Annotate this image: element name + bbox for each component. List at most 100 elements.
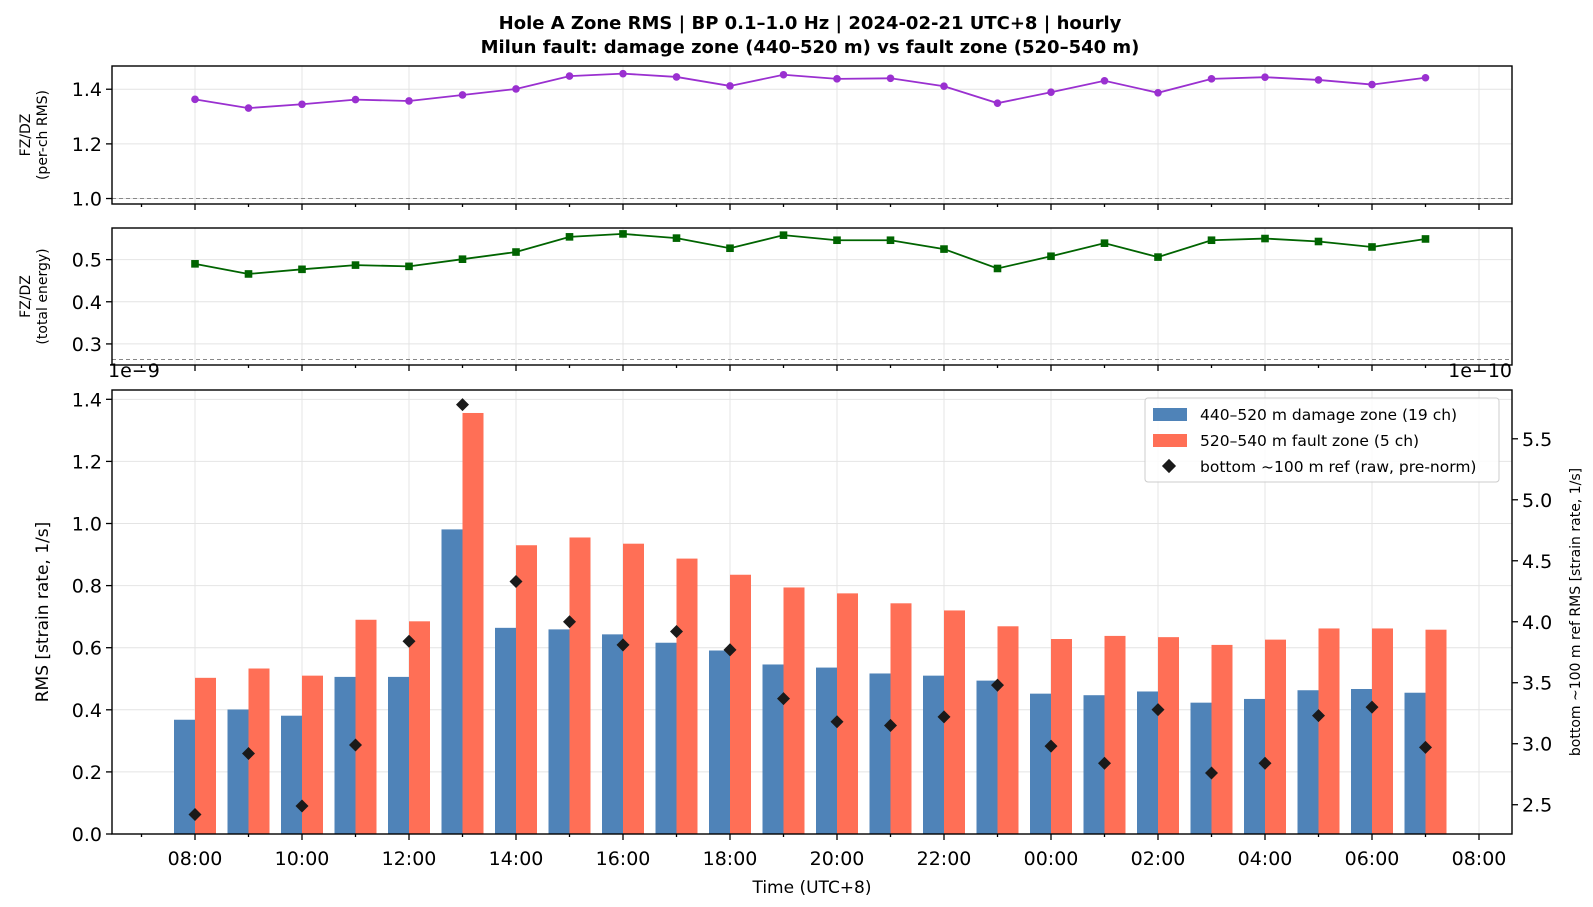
bar-damage-zone: [281, 715, 302, 834]
bar-fault-zone: [248, 668, 270, 834]
data-point: [886, 74, 895, 83]
bar-fault-zone: [462, 412, 484, 834]
data-point: [940, 245, 948, 253]
reference-point: [1151, 703, 1165, 717]
bar-damage-zone: [227, 709, 249, 834]
panel3-bars: [174, 412, 1447, 834]
data-point: [619, 230, 627, 238]
reference-point: [1097, 756, 1112, 770]
data-point: [244, 104, 253, 112]
reference-point: [990, 678, 1005, 692]
figure-title-line1: Hole A Zone RMS | BP 0.1–1.0 Hz | 2024-0…: [499, 13, 1122, 34]
legend-label-damage-zone: 440–520 m damage zone (19 ch): [1200, 406, 1457, 424]
data-point: [1261, 234, 1269, 243]
y-tick-label: 1.2: [72, 134, 102, 156]
data-point: [993, 99, 1002, 107]
panel3-frame: [111, 389, 1513, 835]
data-point: [779, 70, 788, 79]
x-tick-label: 08:00: [168, 848, 223, 870]
data-point: [1314, 76, 1323, 84]
x-tick-label: 08:00: [1452, 848, 1507, 870]
legend-label-fault-zone: 520–540 m fault zone (5 ch): [1200, 432, 1419, 450]
y2-tick-label: 5.5: [1522, 429, 1552, 451]
reference-point: [1044, 739, 1058, 753]
data-point: [298, 265, 306, 274]
data-point: [940, 82, 948, 91]
y-tick-label: 0.3: [72, 334, 102, 356]
y-tick-label: 1.4: [72, 389, 102, 411]
panel2-ylabel-line1: FZ/DZ: [18, 275, 34, 318]
panel1-ylabel-line2: (per-ch RMS): [35, 90, 51, 180]
reference-point: [241, 746, 256, 760]
reference-point: [830, 715, 844, 729]
panel2-series-line: [194, 232, 1426, 275]
panel1-series-line: [194, 72, 1426, 109]
panel3-ticks: 0.0 0.2 0.4 0.6 0.8 1.0 1.2 1.4 08:00 10:00 12:00 1…: [72, 389, 1552, 870]
reference-point: [402, 634, 416, 648]
data-point: [458, 91, 467, 99]
y-tick-label: 1.4: [72, 79, 102, 101]
legend-swatch-fault-zone: [1153, 434, 1187, 447]
bar-fault-zone: [623, 543, 644, 834]
y-tick-label: 0.0: [72, 824, 102, 846]
bar-damage-zone: [1351, 689, 1372, 834]
bar-fault-zone: [1372, 628, 1393, 834]
panel1-points: [191, 69, 1430, 112]
x-tick-label: 00:00: [1024, 848, 1079, 870]
data-point: [565, 72, 574, 80]
y2-tick-label: 5.0: [1522, 490, 1552, 512]
data-point: [1421, 235, 1430, 243]
bar-damage-zone: [174, 719, 195, 834]
y-tick-label: 1.0: [72, 189, 102, 211]
data-point: [833, 236, 841, 245]
bar-damage-zone: [1190, 702, 1212, 834]
legend-marker-reference: [1161, 458, 1177, 474]
y2-offset-label: 1e−10: [1448, 360, 1512, 382]
data-point: [1154, 253, 1162, 261]
data-point: [833, 75, 841, 83]
bar-damage-zone: [923, 675, 944, 834]
data-point: [1100, 76, 1109, 85]
data-point: [993, 264, 1002, 273]
y-offset-label: 1e−9: [108, 360, 160, 382]
bar-fault-zone: [837, 593, 858, 834]
bar-fault-zone: [1104, 635, 1126, 834]
bar-damage-zone: [709, 650, 730, 834]
bar-fault-zone: [569, 537, 591, 834]
data-point: [726, 244, 734, 253]
y-tick-label: 0.4: [72, 700, 102, 722]
reference-point: [1204, 766, 1219, 780]
data-point: [1207, 75, 1216, 83]
reference-point: [562, 615, 577, 629]
data-point: [886, 236, 895, 245]
bar-fault-zone: [676, 558, 698, 834]
data-point: [1154, 88, 1162, 97]
data-point: [1261, 73, 1269, 82]
reference-point: [883, 718, 898, 732]
x-tick-label: 06:00: [1345, 848, 1400, 870]
x-tick-label: 22:00: [917, 848, 972, 870]
data-point: [1047, 88, 1055, 97]
legend-label-reference: bottom ~100 m ref (raw, pre-norm): [1200, 458, 1476, 476]
bar-damage-zone: [869, 673, 891, 834]
bar-fault-zone: [1318, 628, 1340, 834]
data-point: [458, 255, 467, 263]
y2-tick-label: 3.0: [1522, 734, 1552, 756]
data-point: [405, 262, 413, 271]
y-tick-label: 0.2: [72, 762, 102, 784]
bar-fault-zone: [997, 626, 1019, 834]
data-point: [1368, 80, 1376, 89]
bar-damage-zone: [976, 680, 998, 834]
legend-box: [1144, 397, 1500, 483]
data-point: [351, 95, 360, 104]
reference-point: [776, 692, 791, 706]
data-point: [1368, 243, 1376, 251]
reference-point: [669, 625, 684, 639]
data-point: [512, 248, 520, 256]
bar-damage-zone: [762, 664, 784, 834]
reference-point: [616, 638, 630, 652]
bar-fault-zone: [516, 545, 537, 834]
panel1-frame: [111, 65, 1513, 205]
bar-damage-zone: [1083, 695, 1105, 834]
y2-tick-label: 2.5: [1522, 795, 1552, 817]
